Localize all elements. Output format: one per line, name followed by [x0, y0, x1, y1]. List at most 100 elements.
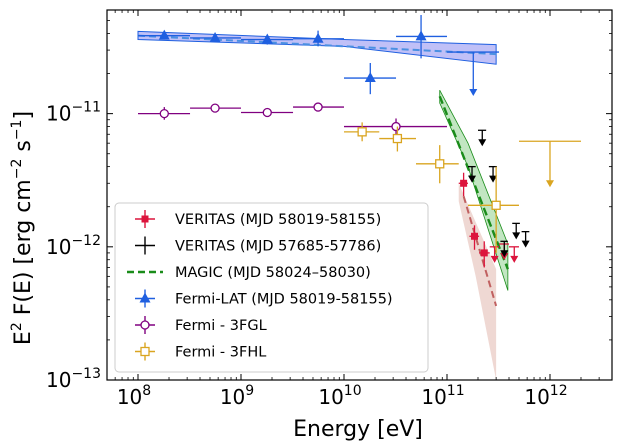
veritas_old-upper-limit-4 — [521, 230, 530, 248]
veritas_old-ul-arrow-1-head — [468, 175, 477, 183]
fermi_lat-upper-limit-0 — [446, 51, 500, 97]
x-tick-exp-1: 9 — [245, 383, 254, 399]
veritas_old-ul-arrow-1 — [468, 166, 477, 183]
magic-fit-line — [438, 95, 509, 270]
fhl-ul-arrow-0-head — [545, 180, 554, 188]
x-tick-exp-4: 12 — [550, 383, 568, 399]
legend-entry-veritas_old: VERITAS (MJD 57685-57786) — [135, 236, 381, 255]
x-tick-label-3: 1011 — [421, 383, 464, 409]
fermi_lat-point-0 — [138, 29, 191, 40]
legend-box — [114, 202, 429, 373]
veritas_old-ul-arrow-2 — [489, 166, 498, 183]
x-tick-base-1: 10 — [220, 385, 245, 409]
veritas-marker-2 — [480, 249, 488, 257]
y-label-s: s — [11, 140, 36, 158]
legend-marker-fermi_lat — [139, 292, 151, 303]
veritas-ul-arrow-2-head — [510, 255, 519, 263]
fermi_lat-marker-4 — [364, 72, 376, 83]
fermi_lat-point-4 — [343, 62, 397, 95]
legend-label-fgl: Fermi - 3FGL — [175, 318, 267, 334]
data-series — [138, 15, 581, 268]
y-tick-label-1: 10−12 — [46, 233, 101, 259]
veritas_old-ul-arrow-2-head — [489, 175, 498, 183]
y-label-exp2: −1 — [9, 120, 25, 141]
y-tick-base-2: 10 — [46, 368, 71, 392]
y-tick-label-0: 10−11 — [46, 100, 101, 126]
fermi_lat-point-5 — [396, 15, 447, 59]
veritas_old-upper-limit-5 — [500, 240, 509, 258]
x-axis-label: Energy [eV] — [293, 417, 423, 442]
fermi_lat-marker-3 — [312, 32, 324, 43]
predicted-fit-line — [462, 195, 498, 307]
fhl-marker-0 — [357, 127, 367, 137]
fgl-marker-4 — [391, 121, 401, 132]
fermi_lat-marker-0 — [158, 29, 170, 40]
fgl-series — [138, 102, 447, 135]
veritas_old-upper-limit-0 — [477, 129, 487, 147]
y-label-sq: 2 — [9, 322, 25, 331]
veritas-upper-limit-0 — [489, 246, 500, 263]
veritas_old-ul-arrow-3-head — [512, 232, 521, 240]
fgl-marker-2 — [262, 107, 272, 118]
veritas_old-upper-limit-1 — [468, 165, 477, 183]
legend-label-fhl: Fermi - 3FHL — [175, 345, 266, 361]
veritas_old-ul-arrow-0-head — [478, 139, 487, 147]
fhl-series — [343, 122, 581, 253]
veritas-ul-arrow-0-head — [490, 255, 499, 263]
x-tick-base-4: 10 — [524, 385, 549, 409]
x-tick-base-0: 10 — [117, 385, 142, 409]
legend-label-magic: MAGIC (MJD 58024–58030) — [175, 265, 371, 281]
x-tick-label-4: 1012 — [524, 383, 567, 409]
legend: VERITAS (MJD 58019-58155) VERITAS (MJD 57… — [114, 202, 429, 373]
fgl-marker-1 — [210, 103, 220, 113]
y-tick-base-1: 10 — [46, 235, 71, 259]
y-label-post: ] — [11, 111, 36, 120]
fhl-marker-2 — [435, 159, 445, 169]
fhl-marker-3 — [491, 200, 501, 210]
fermi_lat-marker-2 — [261, 33, 273, 44]
veritas-point-0 — [458, 172, 469, 197]
fhl-point-1 — [379, 126, 416, 152]
veritas_old-series — [468, 129, 530, 258]
predicted-fit-band — [458, 183, 497, 380]
fgl-point-3 — [293, 102, 344, 112]
fhl-point-3 — [468, 166, 519, 253]
fhl-marker-1 — [392, 133, 403, 144]
fit-lines — [137, 34, 509, 307]
legend-entry-magic: MAGIC (MJD 58024–58030) — [127, 265, 371, 281]
veritas-ul-arrow-2 — [510, 246, 519, 263]
fermi_lat-marker-5 — [415, 30, 427, 41]
veritas_old-ul-arrow-4 — [521, 231, 530, 248]
y-label-exp1: −2 — [9, 159, 25, 180]
x-tick-label-2: 1010 — [318, 383, 361, 409]
x-tick-base-2: 10 — [318, 385, 343, 409]
legend-entry-fermi_lat: Fermi-LAT (MJD 58019-58155) — [135, 289, 393, 308]
y-axis-label: E2 F(E) [erg cm−2 s−1] — [9, 111, 36, 345]
y-label-e: E — [11, 331, 36, 345]
fermi_lat-point-3 — [293, 30, 344, 47]
fhl-ul-arrow-0 — [545, 141, 554, 188]
legend-entry-veritas: VERITAS (MJD 58019-58155) — [135, 210, 381, 228]
fhl-upper-limit-0 — [518, 140, 581, 188]
plot-frame — [106, 9, 613, 381]
veritas_old-ul-arrow-5-head — [500, 250, 509, 258]
veritas-upper-limit-2 — [509, 246, 519, 263]
legend-marker-veritas — [141, 215, 149, 223]
fermi_lat-point-2 — [241, 33, 294, 45]
x-tick-label-1: 109 — [220, 383, 254, 409]
fermi_lat-ul-arrow-0-head — [469, 89, 478, 97]
magic-fit-band — [439, 89, 509, 291]
y-tick-label-2: 10−13 — [46, 366, 101, 392]
y-tick-base-0: 10 — [46, 102, 71, 126]
legend-label-veritas: VERITAS (MJD 58019-58155) — [175, 212, 381, 228]
y-tick-exp-2: −13 — [71, 366, 101, 382]
fgl-point-0 — [138, 107, 191, 120]
legend-marker-fhl — [140, 346, 150, 357]
fermi_lat-marker-1 — [209, 31, 221, 42]
fgl-point-1 — [190, 103, 242, 113]
legend-entry-fhl: Fermi - 3FHL — [135, 342, 266, 361]
fgl-marker-0 — [159, 108, 169, 119]
x-tick-exp-0: 8 — [142, 383, 151, 399]
veritas_old-ul-arrow-3 — [512, 223, 521, 240]
